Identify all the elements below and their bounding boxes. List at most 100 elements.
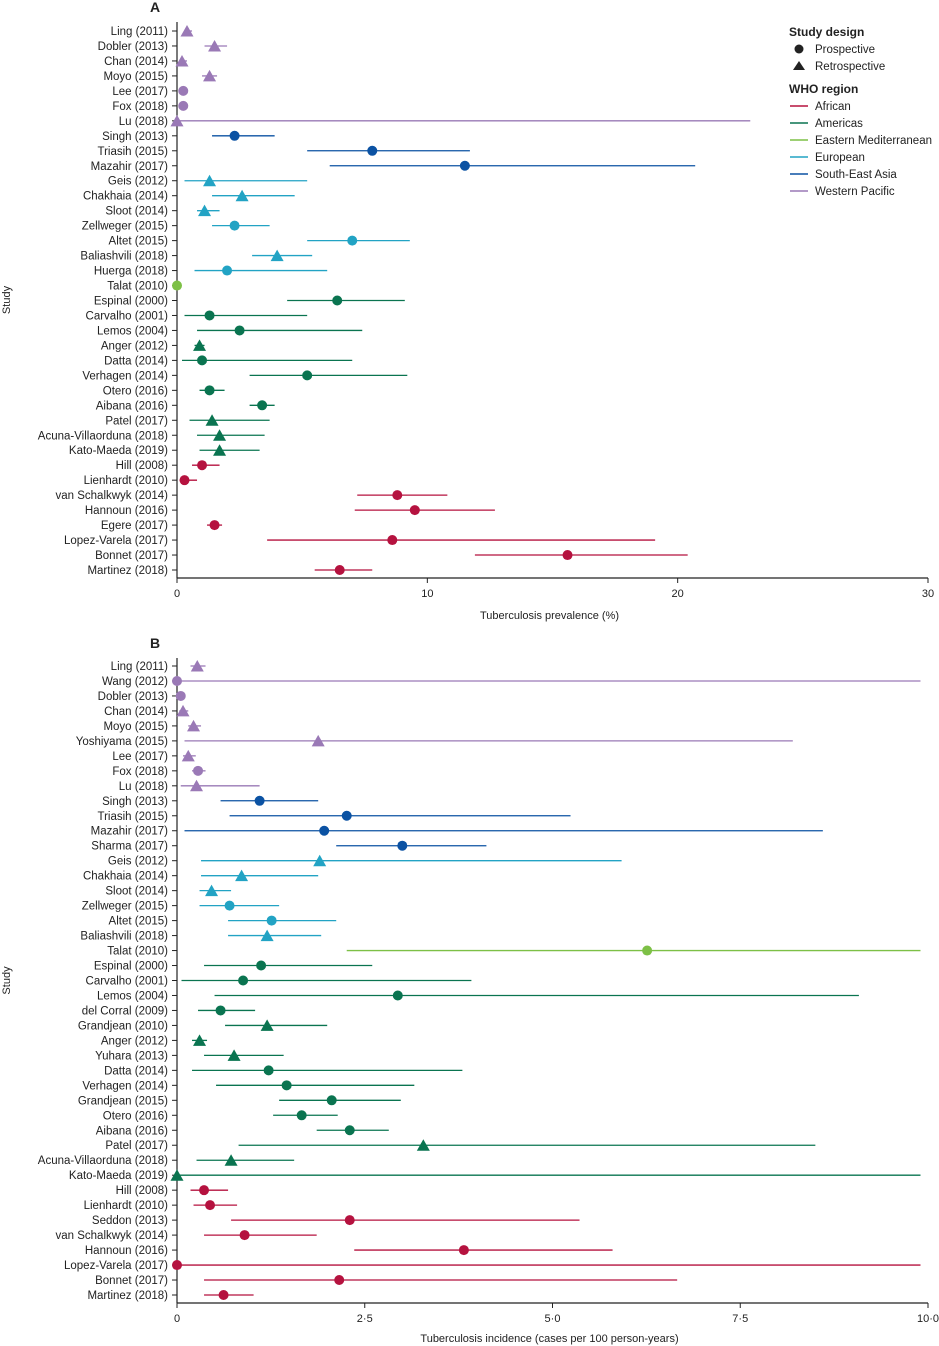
study-label: Kato-Maeda (2019) bbox=[69, 445, 168, 457]
legend-retrospective-label: Retrospective bbox=[815, 61, 885, 73]
study-row: Otero (2016) bbox=[103, 385, 225, 397]
point-estimate-circle bbox=[296, 1110, 307, 1121]
study-label: Anger (2012) bbox=[101, 340, 168, 352]
point-estimate-triangle bbox=[235, 869, 249, 882]
study-label: Sloot (2014) bbox=[105, 886, 168, 898]
point-estimate-circle bbox=[256, 960, 267, 971]
point-estimate-circle bbox=[334, 565, 345, 575]
point-estimate-circle bbox=[238, 975, 249, 986]
study-label: Carvalho (2001) bbox=[86, 976, 169, 988]
study-label: Sharma (2017) bbox=[91, 841, 168, 853]
study-label: Grandjean (2010) bbox=[78, 1020, 168, 1032]
study-label: Singh (2013) bbox=[102, 131, 168, 143]
study-label: Patel (2017) bbox=[105, 1140, 168, 1152]
study-row: Patel (2017) bbox=[105, 414, 270, 427]
point-estimate-triangle bbox=[270, 249, 284, 262]
study-label: Fox (2018) bbox=[112, 766, 168, 778]
point-estimate-triangle bbox=[311, 734, 325, 747]
point-estimate-triangle bbox=[170, 114, 184, 127]
study-row: Bonnet (2017) bbox=[95, 550, 688, 562]
study-label: Dobler (2013) bbox=[98, 691, 168, 703]
study-row: Carvalho (2001) bbox=[86, 310, 308, 322]
x-tick-label: 20 bbox=[672, 588, 684, 600]
study-label: Seddon (2013) bbox=[92, 1215, 168, 1227]
legend-prospective-label: Prospective bbox=[815, 44, 875, 56]
study-label: Lienhardt (2010) bbox=[84, 1200, 169, 1212]
panel-b-incidence: B 0 2·5 5·0 7·5 10·0 Tuberculosis incidence (c… bbox=[1, 635, 939, 1345]
study-row: Datta (2014) bbox=[104, 355, 353, 367]
study-row: Yoshiyama (2015) bbox=[76, 734, 793, 748]
x-tick-label: 2·5 bbox=[357, 1313, 373, 1325]
study-row: Moyo (2015) bbox=[103, 69, 218, 83]
study-row: Anger (2012) bbox=[101, 339, 207, 352]
study-row: Baliashvili (2018) bbox=[80, 929, 322, 943]
study-row: Hill (2008) bbox=[116, 460, 220, 472]
study-row: Hannoun (2016) bbox=[85, 1245, 613, 1257]
point-estimate-circle bbox=[257, 400, 268, 411]
study-row: Lu (2018) bbox=[119, 779, 260, 793]
study-row: Martinez (2018) bbox=[87, 565, 373, 577]
study-row: Lemos (2004) bbox=[97, 325, 363, 337]
study-label: Zellweger (2015) bbox=[82, 221, 168, 233]
study-row: Lee (2017) bbox=[112, 85, 189, 98]
study-label: Baliashvili (2018) bbox=[80, 931, 168, 943]
point-estimate-circle bbox=[347, 235, 358, 246]
point-estimate-circle bbox=[367, 145, 378, 156]
study-label: Singh (2013) bbox=[102, 796, 168, 808]
legend-region-european: European bbox=[815, 152, 865, 164]
study-label: Hill (2008) bbox=[116, 460, 169, 472]
x-axis-title: Tuberculosis prevalence (%) bbox=[480, 610, 619, 622]
study-label: Otero (2016) bbox=[103, 1110, 168, 1122]
point-estimate-circle bbox=[199, 1185, 210, 1196]
point-estimate-circle bbox=[458, 1245, 469, 1256]
legend-region-eastern-mediterranean: Eastern Mediterranean bbox=[815, 135, 932, 147]
study-row: Baliashvili (2018) bbox=[80, 249, 313, 263]
point-estimate-circle bbox=[172, 1260, 182, 1271]
study-row: Chakhaia (2014) bbox=[83, 189, 295, 203]
point-estimate-circle bbox=[204, 385, 215, 396]
study-row: van Schalkwyk (2014) bbox=[56, 490, 448, 502]
study-label: Martinez (2018) bbox=[87, 1290, 168, 1302]
point-estimate-circle bbox=[392, 990, 403, 1001]
panel-letter-b: B bbox=[150, 635, 160, 651]
study-row: Ling (2011) bbox=[111, 25, 194, 38]
study-row: Dobler (2013) bbox=[98, 690, 186, 703]
study-row: Triasih (2015) bbox=[97, 810, 571, 823]
study-label: Chakhaia (2014) bbox=[83, 871, 168, 883]
study-label: Espinal (2000) bbox=[94, 961, 168, 973]
point-estimate-triangle bbox=[235, 189, 249, 202]
point-estimate-circle bbox=[205, 1200, 216, 1211]
study-row: Lopez-Varela (2017) bbox=[64, 1260, 921, 1272]
x-tick-label: 30 bbox=[922, 588, 934, 600]
study-row: Moyo (2015) bbox=[103, 719, 202, 733]
study-label: Bonnet (2017) bbox=[95, 550, 168, 562]
study-label: Hannoun (2016) bbox=[85, 1245, 168, 1257]
study-label: Lemos (2004) bbox=[97, 990, 168, 1002]
study-label: Chakhaia (2014) bbox=[83, 191, 168, 203]
point-estimate-circle bbox=[344, 1125, 355, 1136]
study-label: Lienhardt (2010) bbox=[84, 475, 169, 487]
point-estimate-triangle bbox=[203, 174, 217, 187]
prospective-marker-icon bbox=[794, 44, 804, 54]
x-tick-label: 0 bbox=[174, 588, 180, 600]
study-label: Triasih (2015) bbox=[97, 811, 168, 823]
study-row: Talat (2010) bbox=[107, 280, 182, 293]
point-estimate-circle bbox=[209, 520, 220, 531]
point-estimate-circle bbox=[218, 1290, 229, 1300]
study-row: van Schalkwyk (2014) bbox=[56, 1230, 317, 1242]
study-row: Mazahir (2017) bbox=[91, 825, 823, 838]
study-row: Lee (2017) bbox=[112, 749, 196, 763]
study-label: Huerga (2018) bbox=[94, 266, 168, 278]
study-label: Carvalho (2001) bbox=[86, 310, 169, 322]
y-axis-title: Study bbox=[1, 285, 13, 314]
study-label: Ling (2011) bbox=[111, 661, 168, 673]
study-label: Lopez-Varela (2017) bbox=[64, 535, 168, 547]
study-label: Geis (2012) bbox=[108, 176, 168, 188]
point-estimate-circle bbox=[409, 505, 420, 516]
study-label: van Schalkwyk (2014) bbox=[56, 490, 169, 502]
legend-region-african: African bbox=[815, 101, 851, 113]
study-row: Geis (2012) bbox=[108, 174, 308, 188]
point-estimate-circle bbox=[332, 295, 343, 306]
study-row: Singh (2013) bbox=[102, 130, 275, 143]
study-label: Baliashvili (2018) bbox=[80, 251, 168, 263]
